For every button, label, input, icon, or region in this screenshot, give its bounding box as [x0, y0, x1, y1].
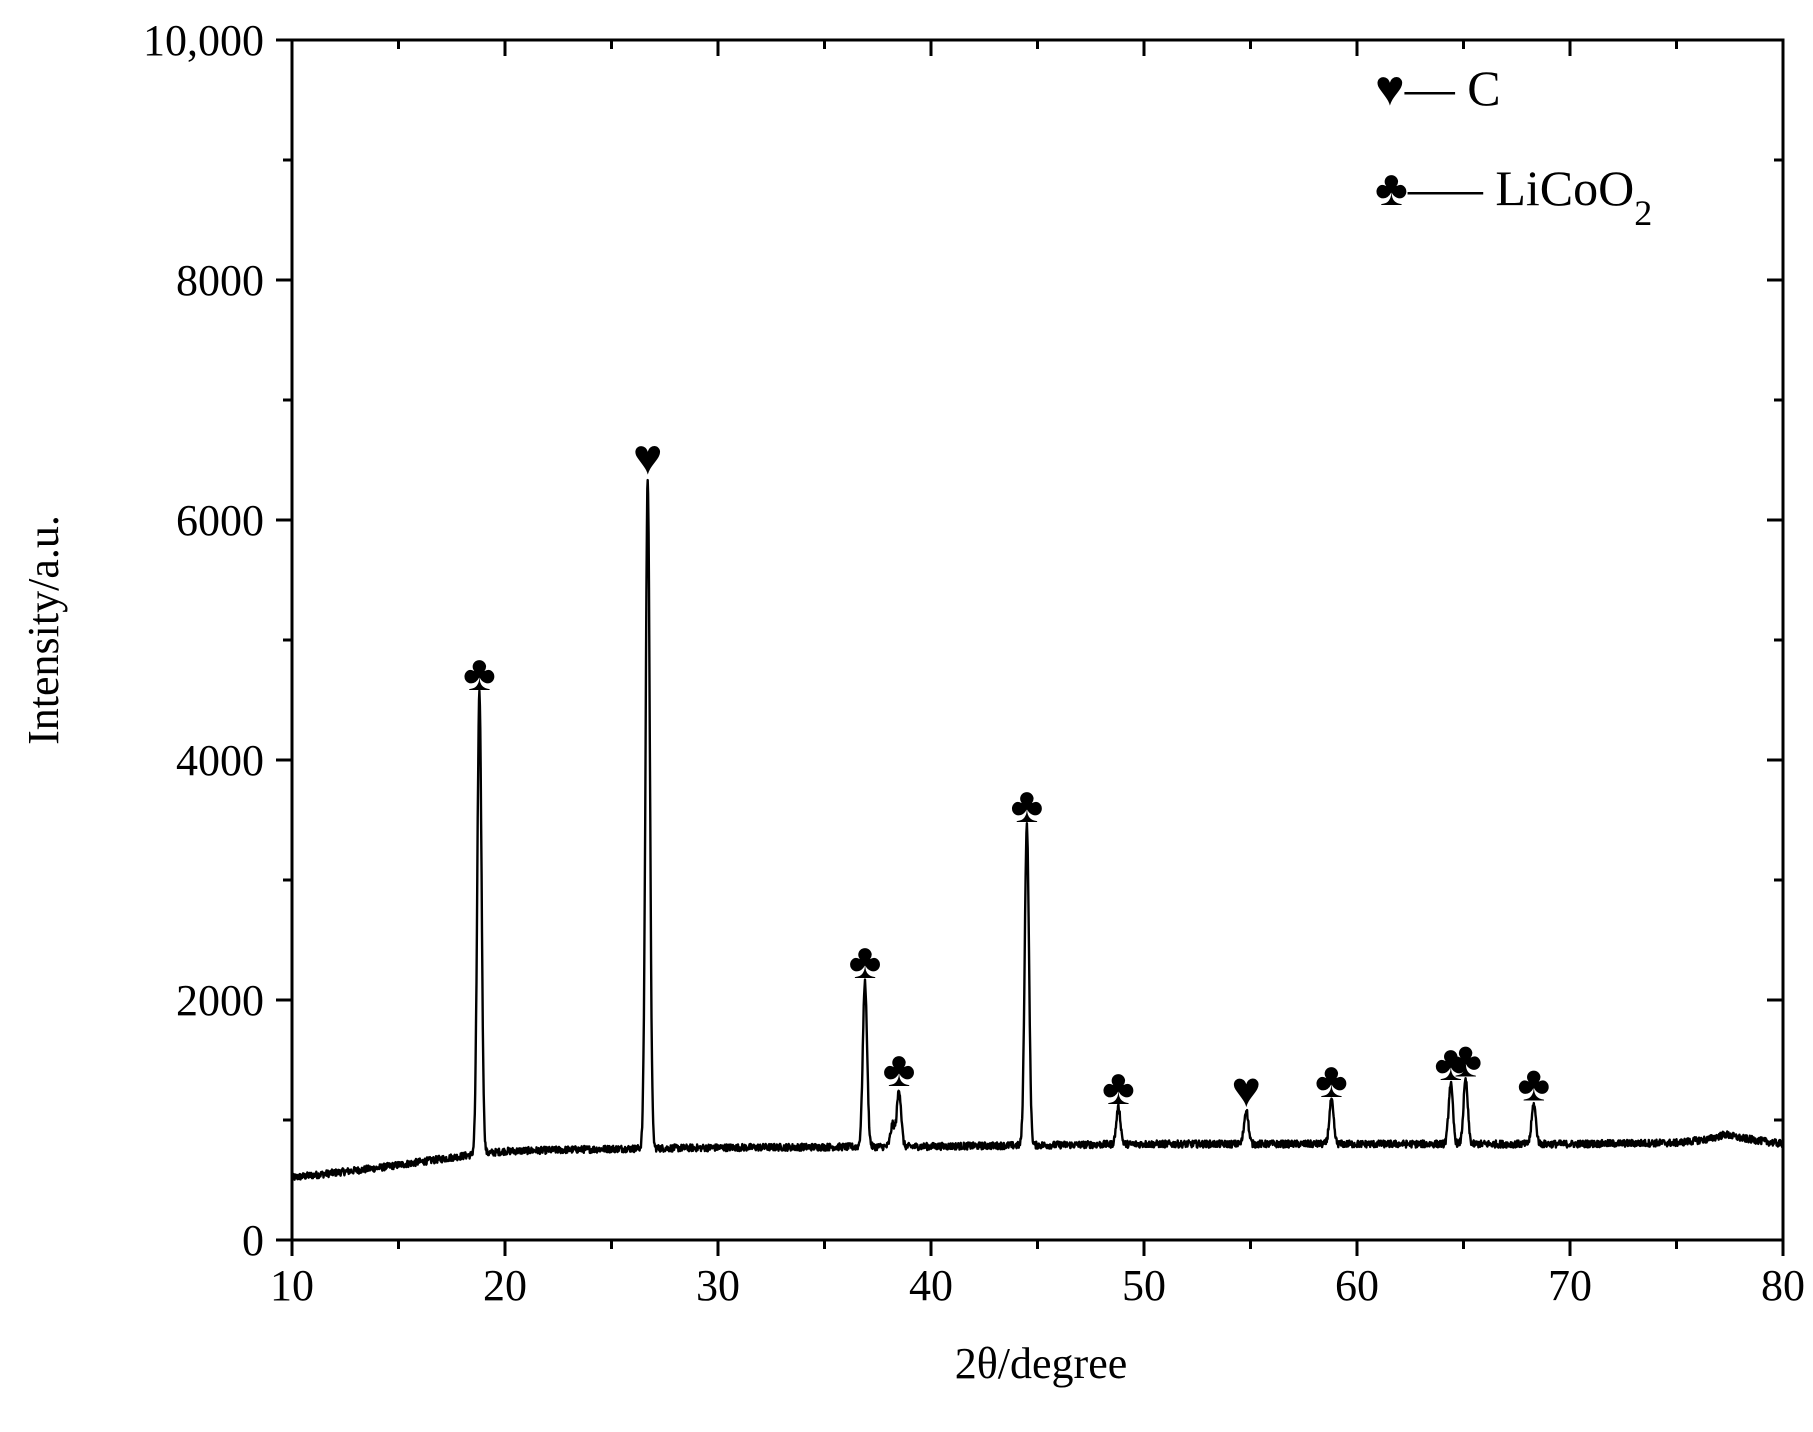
- x-tick-label: 30: [696, 1261, 740, 1310]
- y-axis-ticks: 0 2000 4000 6000 8000 10,000: [143, 16, 1783, 1265]
- legend-label: C: [1467, 60, 1500, 116]
- x-axis-ticks: 10 20 30 40 50 60 70 80: [270, 40, 1805, 1310]
- club-marker-icon: ♣: [463, 645, 496, 701]
- club-marker-icon: ♣: [1434, 1035, 1467, 1091]
- heart-icon: ♥: [1375, 60, 1405, 116]
- legend-subscript: 2: [1634, 193, 1652, 233]
- y-tick-label: 8000: [176, 256, 264, 305]
- club-marker-icon: ♣: [1517, 1055, 1550, 1111]
- peak-markers: ♣♥♣♣♣♣ ♥ ♣ ♣♣ ♣: [463, 429, 1550, 1117]
- club-marker-icon: ♣: [849, 933, 882, 989]
- legend: ♥–– C ♣—– LiCoO2: [1375, 60, 1652, 233]
- legend-dash: ––: [1404, 60, 1468, 116]
- x-tick-label: 50: [1122, 1261, 1166, 1310]
- legend-entry: ♣—– LiCoO2: [1375, 160, 1652, 233]
- x-tick-label: 70: [1548, 1261, 1592, 1310]
- y-tick-label: 6000: [176, 496, 264, 545]
- y-tick-label: 10,000: [143, 16, 264, 65]
- club-marker-icon: ♣: [883, 1041, 916, 1097]
- series-group: [290, 478, 1785, 1181]
- y-tick-label: 4000: [176, 736, 264, 785]
- legend-dash: —–: [1407, 160, 1496, 216]
- xrd-pattern-line: [290, 478, 1785, 1181]
- x-tick-label: 20: [483, 1261, 527, 1310]
- x-tick-label: 80: [1761, 1261, 1805, 1310]
- y-axis-title: Intensity/a.u.: [19, 515, 68, 745]
- heart-marker-icon: ♥: [633, 429, 663, 485]
- x-tick-label: 60: [1335, 1261, 1379, 1310]
- x-tick-label: 10: [270, 1261, 314, 1310]
- legend-label: LiCoO: [1495, 160, 1634, 216]
- club-marker-icon: ♣: [1010, 777, 1043, 833]
- plot-frame: [290, 38, 1785, 1242]
- plot-border: [290, 38, 1785, 1242]
- heart-marker-icon: ♥: [1231, 1061, 1261, 1117]
- x-tick-label: 40: [909, 1261, 953, 1310]
- club-marker-icon: ♣: [1102, 1059, 1135, 1115]
- legend-entry: ♥–– C: [1375, 60, 1501, 116]
- y-tick-label: 2000: [176, 976, 264, 1025]
- club-marker-icon: ♣: [1449, 1031, 1482, 1087]
- x-axis-title: 2θ/degree: [955, 1339, 1128, 1388]
- club-marker-icon: ♣: [1315, 1052, 1348, 1108]
- club-icon: ♣: [1375, 160, 1408, 216]
- y-tick-label: 0: [242, 1216, 264, 1265]
